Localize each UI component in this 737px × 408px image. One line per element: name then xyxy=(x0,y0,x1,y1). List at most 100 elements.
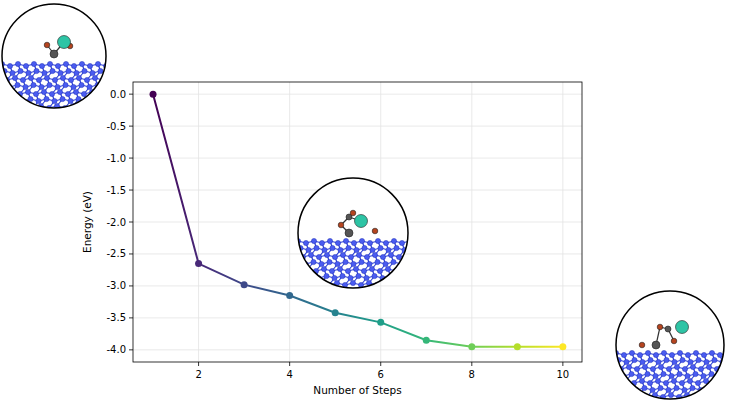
atom xyxy=(4,98,9,103)
atom xyxy=(648,357,653,362)
bond xyxy=(377,283,385,285)
bond xyxy=(407,248,413,255)
marker xyxy=(195,260,202,267)
atom xyxy=(314,245,319,250)
bond xyxy=(396,269,404,271)
bond xyxy=(401,283,409,285)
atom xyxy=(690,385,695,390)
bond xyxy=(639,395,647,397)
atom xyxy=(292,252,297,257)
atom xyxy=(640,359,645,364)
tick-label: 8 xyxy=(469,369,475,380)
atom xyxy=(65,91,70,96)
atom xyxy=(650,387,655,392)
atom xyxy=(719,378,724,383)
atom xyxy=(383,240,388,245)
atom xyxy=(52,77,57,82)
bond xyxy=(720,374,728,376)
atom xyxy=(44,75,49,80)
bond xyxy=(119,73,125,80)
atom xyxy=(47,61,52,66)
tick-label: -4.0 xyxy=(106,344,126,355)
atom xyxy=(337,266,342,271)
atom xyxy=(36,77,41,82)
inset-border xyxy=(616,291,724,399)
tick-label: -2.0 xyxy=(106,217,126,228)
bond xyxy=(305,276,311,283)
bond xyxy=(623,388,629,395)
atom xyxy=(15,82,20,87)
bond xyxy=(415,257,418,264)
atom xyxy=(39,84,44,89)
marker xyxy=(286,292,293,299)
atom xyxy=(98,68,103,73)
bond xyxy=(402,262,410,264)
bond xyxy=(4,87,10,94)
atom xyxy=(60,96,65,101)
bond xyxy=(0,85,2,92)
atom xyxy=(642,364,647,369)
bond xyxy=(111,78,119,80)
grid-line xyxy=(133,158,582,159)
atom xyxy=(692,394,697,399)
atom xyxy=(351,261,356,266)
tick-label: 10 xyxy=(557,369,570,380)
bond xyxy=(311,276,319,278)
atom xyxy=(730,387,735,392)
atom xyxy=(607,378,612,383)
atom xyxy=(58,70,63,75)
atom xyxy=(324,252,329,257)
atom xyxy=(87,63,92,68)
marker xyxy=(150,91,157,98)
tick xyxy=(129,349,133,350)
bond xyxy=(109,71,117,73)
bond xyxy=(610,381,613,388)
atom xyxy=(388,252,393,257)
bond xyxy=(412,271,415,278)
atom xyxy=(300,275,305,280)
bond xyxy=(615,390,621,397)
bond xyxy=(289,276,295,283)
bond xyxy=(295,255,298,262)
atom xyxy=(114,68,119,73)
bond xyxy=(695,395,703,397)
atom xyxy=(725,350,730,355)
bond xyxy=(9,106,17,108)
atom xyxy=(375,238,380,243)
atom xyxy=(356,273,361,278)
atom xyxy=(60,75,65,80)
atom xyxy=(629,350,634,355)
atom xyxy=(348,254,353,259)
atom xyxy=(704,359,709,364)
grid-line xyxy=(471,82,472,362)
atom xyxy=(626,385,631,390)
bond xyxy=(100,94,103,101)
atom xyxy=(639,378,644,383)
atom xyxy=(717,352,722,357)
atom xyxy=(621,352,626,357)
atom xyxy=(340,252,345,257)
atom xyxy=(369,266,374,271)
atom xyxy=(302,280,307,285)
atom xyxy=(92,75,97,80)
atom xyxy=(730,366,735,371)
atom xyxy=(76,75,81,80)
atom xyxy=(15,61,20,66)
atom xyxy=(47,82,52,87)
atom xyxy=(49,91,54,96)
atom xyxy=(724,394,729,399)
bond xyxy=(100,87,106,94)
bond xyxy=(106,85,114,87)
bond xyxy=(719,395,727,397)
atom xyxy=(632,357,637,362)
bond xyxy=(725,388,733,390)
bond xyxy=(623,395,631,397)
bond xyxy=(391,276,399,278)
atom xyxy=(372,228,378,234)
tick xyxy=(129,285,133,286)
tick xyxy=(129,222,133,223)
inset-bg xyxy=(616,291,724,399)
tick xyxy=(471,362,472,366)
atom xyxy=(52,98,57,103)
tick-label: -3.5 xyxy=(106,312,126,323)
